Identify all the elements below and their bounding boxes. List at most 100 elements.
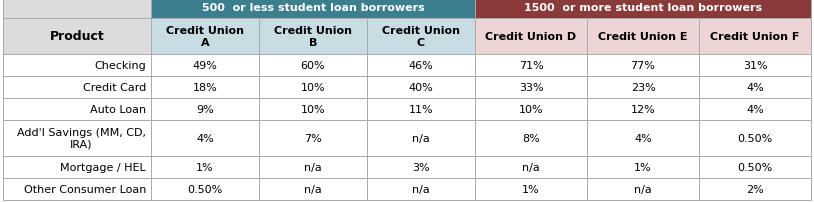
- Text: 46%: 46%: [409, 61, 433, 71]
- Text: 18%: 18%: [193, 83, 217, 93]
- Text: Credit Union D: Credit Union D: [485, 32, 576, 42]
- Bar: [151, 178, 259, 200]
- Text: 7%: 7%: [304, 133, 322, 143]
- Bar: [587, 55, 699, 77]
- Text: 33%: 33%: [519, 83, 543, 93]
- Bar: [3, 178, 151, 200]
- Bar: [475, 120, 587, 156]
- Bar: [367, 156, 475, 178]
- Bar: [259, 178, 367, 200]
- Bar: [151, 99, 259, 120]
- Text: n/a: n/a: [304, 162, 322, 172]
- Text: Checking: Checking: [94, 61, 146, 71]
- Bar: [3, 99, 151, 120]
- Bar: [151, 19, 259, 55]
- Bar: [367, 178, 475, 200]
- Bar: [587, 178, 699, 200]
- Text: 0.50%: 0.50%: [737, 133, 772, 143]
- Text: Product: Product: [50, 30, 104, 43]
- Bar: [259, 77, 367, 99]
- Bar: [475, 99, 587, 120]
- Text: Credit Union E: Credit Union E: [598, 32, 688, 42]
- Text: Credit Union
C: Credit Union C: [382, 26, 460, 47]
- Text: n/a: n/a: [522, 162, 540, 172]
- Text: 10%: 10%: [519, 104, 543, 115]
- Text: Credit Union F: Credit Union F: [711, 32, 799, 42]
- Text: 0.50%: 0.50%: [737, 162, 772, 172]
- Text: 500  or less student loan borrowers: 500 or less student loan borrowers: [202, 3, 424, 13]
- Bar: [367, 120, 475, 156]
- Bar: [3, 156, 151, 178]
- Text: 4%: 4%: [746, 104, 764, 115]
- Text: 1%: 1%: [523, 184, 540, 194]
- Text: 9%: 9%: [196, 104, 214, 115]
- Bar: [475, 19, 587, 55]
- Text: n/a: n/a: [412, 184, 430, 194]
- Bar: [151, 0, 475, 19]
- Bar: [475, 77, 587, 99]
- Text: 40%: 40%: [409, 83, 433, 93]
- Bar: [259, 55, 367, 77]
- Text: 1%: 1%: [634, 162, 652, 172]
- Bar: [699, 120, 811, 156]
- Text: 10%: 10%: [300, 104, 326, 115]
- Bar: [587, 156, 699, 178]
- Text: 12%: 12%: [631, 104, 655, 115]
- Text: 49%: 49%: [193, 61, 217, 71]
- Bar: [151, 55, 259, 77]
- Text: n/a: n/a: [304, 184, 322, 194]
- Text: 31%: 31%: [742, 61, 768, 71]
- Text: Credit Union
A: Credit Union A: [166, 26, 244, 47]
- Bar: [3, 55, 151, 77]
- Bar: [699, 77, 811, 99]
- Text: 4%: 4%: [634, 133, 652, 143]
- Bar: [699, 178, 811, 200]
- Text: 2%: 2%: [746, 184, 764, 194]
- Bar: [3, 77, 151, 99]
- Bar: [3, 120, 151, 156]
- Bar: [259, 19, 367, 55]
- Text: Credit Card: Credit Card: [83, 83, 146, 93]
- Text: Add'l Savings (MM, CD,
IRA): Add'l Savings (MM, CD, IRA): [17, 128, 146, 149]
- Bar: [151, 120, 259, 156]
- Bar: [699, 99, 811, 120]
- Bar: [367, 77, 475, 99]
- Text: 1500  or more student loan borrowers: 1500 or more student loan borrowers: [524, 3, 762, 13]
- Text: 60%: 60%: [300, 61, 326, 71]
- Text: 71%: 71%: [519, 61, 544, 71]
- Text: 3%: 3%: [412, 162, 430, 172]
- Bar: [367, 19, 475, 55]
- Bar: [699, 19, 811, 55]
- Bar: [587, 77, 699, 99]
- Bar: [475, 156, 587, 178]
- Text: n/a: n/a: [634, 184, 652, 194]
- Bar: [151, 156, 259, 178]
- Text: 11%: 11%: [409, 104, 433, 115]
- Text: 4%: 4%: [196, 133, 214, 143]
- Bar: [475, 55, 587, 77]
- Bar: [367, 55, 475, 77]
- Text: 8%: 8%: [522, 133, 540, 143]
- Bar: [587, 19, 699, 55]
- Bar: [259, 156, 367, 178]
- Text: 23%: 23%: [631, 83, 655, 93]
- Text: n/a: n/a: [412, 133, 430, 143]
- Bar: [699, 55, 811, 77]
- Bar: [699, 156, 811, 178]
- Bar: [475, 178, 587, 200]
- Text: 10%: 10%: [300, 83, 326, 93]
- Bar: [587, 120, 699, 156]
- Text: Auto Loan: Auto Loan: [90, 104, 146, 115]
- Bar: [151, 77, 259, 99]
- Bar: [367, 99, 475, 120]
- Text: 77%: 77%: [631, 61, 655, 71]
- Bar: [587, 99, 699, 120]
- Text: Credit Union
B: Credit Union B: [274, 26, 352, 47]
- Bar: [3, 19, 151, 55]
- Text: 0.50%: 0.50%: [187, 184, 222, 194]
- Bar: [3, 0, 151, 19]
- Text: Other Consumer Loan: Other Consumer Loan: [24, 184, 146, 194]
- Text: 1%: 1%: [196, 162, 214, 172]
- Text: 4%: 4%: [746, 83, 764, 93]
- Bar: [475, 0, 811, 19]
